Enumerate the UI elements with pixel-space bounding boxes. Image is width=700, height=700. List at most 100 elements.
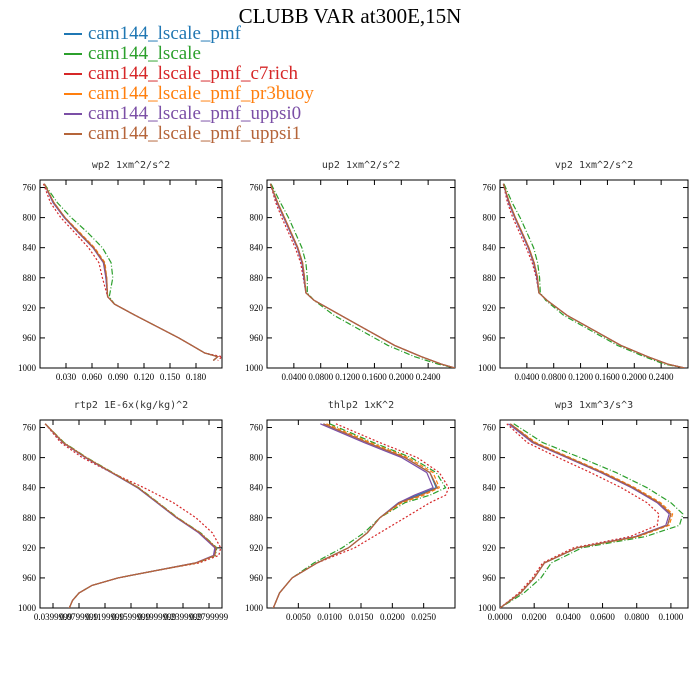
x-tick-label: 0.0400 — [556, 612, 581, 622]
x-tick-label: 0.090 — [108, 372, 129, 382]
y-tick-label: 1000 — [478, 603, 497, 613]
y-tick-label: 920 — [23, 543, 37, 553]
x-tick-label: 0.2399999 — [164, 612, 203, 622]
y-tick-label: 880 — [483, 273, 497, 283]
y-tick-label: 920 — [250, 543, 264, 553]
chart-panel: up2 1xm^2/s^2 760 800 840 880 920 960 1000 0.040… — [245, 160, 456, 382]
series-line — [500, 423, 670, 608]
legend-label: cam144_lscale_pmf_c7rich — [88, 63, 298, 84]
y-tick-label: 800 — [23, 213, 37, 223]
chart-panel: vp2 1xm^2/s^2 760 800 840 880 920 960 1000 0.040… — [478, 160, 689, 382]
y-tick-label: 880 — [23, 273, 37, 283]
y-tick-label: 960 — [483, 573, 497, 583]
y-tick-label: 840 — [250, 243, 264, 253]
y-tick-label: 800 — [483, 453, 497, 463]
plot-frame — [499, 419, 689, 609]
x-tick-label: 0.0200 — [522, 612, 547, 622]
y-tick-label: 840 — [23, 483, 37, 493]
series-line — [269, 183, 455, 368]
chart-panel: wp2 1xm^2/s^2 760 800 840 880 920 960 1000 0.030… — [18, 160, 223, 382]
y-tick-label: 960 — [23, 573, 37, 583]
plot-frame — [39, 419, 223, 609]
x-tick-label: 0.0800 — [541, 372, 566, 382]
x-tick-label: 0.0400 — [514, 372, 539, 382]
y-tick-label: 760 — [483, 183, 497, 193]
x-tick-label: 0.2799999 — [190, 612, 229, 622]
panel-title: wp3 1xm^3/s^3 — [555, 400, 633, 411]
x-tick-label: 0.0800 — [624, 612, 649, 622]
panel-title: rtp2 1E-6x(kg/kg)^2 — [74, 400, 188, 411]
y-tick-label: 880 — [483, 513, 497, 523]
legend-item: cam144_lscale — [64, 44, 314, 64]
y-tick-label: 800 — [250, 453, 264, 463]
series-line — [269, 183, 455, 368]
x-tick-label: 0.1999999 — [138, 612, 177, 622]
legend-swatch — [64, 113, 82, 115]
y-tick-label: 960 — [250, 333, 264, 343]
y-tick-label: 880 — [23, 513, 37, 523]
y-tick-label: 1000 — [478, 363, 497, 373]
series-line — [44, 423, 222, 608]
series-line — [269, 183, 455, 368]
series-line — [500, 423, 672, 608]
x-tick-label: 0.060 — [82, 372, 103, 382]
panel-title: up2 1xm^2/s^2 — [322, 160, 400, 171]
series-line — [272, 423, 437, 608]
series-line — [43, 183, 219, 361]
series-line — [500, 423, 674, 608]
chart-panel: thlp2 1xK^2 760 800 840 880 920 960 1000 0.0050 0… — [245, 400, 456, 622]
series-line — [500, 423, 672, 608]
series-line — [270, 183, 455, 368]
legend-item: cam144_lscale_pmf — [64, 24, 314, 44]
chart-title: CLUBB VAR at300E,15N — [238, 4, 462, 28]
series-line — [44, 423, 217, 608]
y-tick-label: 1000 — [245, 363, 264, 373]
y-tick-label: 880 — [250, 273, 264, 283]
x-tick-label: 0.1200 — [568, 372, 593, 382]
plot-frame — [499, 179, 689, 369]
y-tick-label: 960 — [250, 573, 264, 583]
series-line — [269, 183, 455, 368]
x-tick-label: 0.180 — [186, 372, 207, 382]
x-tick-label: 0.1000 — [659, 612, 684, 622]
legend-label: cam144_lscale_pmf — [88, 23, 242, 44]
series-line — [44, 423, 217, 608]
y-tick-label: 920 — [483, 543, 497, 553]
y-tick-label: 760 — [23, 423, 37, 433]
series-line — [44, 423, 216, 608]
y-tick-label: 840 — [23, 243, 37, 253]
y-tick-label: 1000 — [18, 603, 37, 613]
legend-swatch — [64, 53, 82, 55]
y-tick-label: 800 — [23, 453, 37, 463]
x-tick-label: 0.0150 — [349, 612, 374, 622]
legend-label: cam144_lscale — [88, 43, 201, 64]
series-line — [272, 423, 434, 608]
y-tick-label: 920 — [250, 303, 264, 313]
series-line — [42, 183, 222, 361]
y-tick-label: 920 — [483, 303, 497, 313]
series-line — [272, 423, 441, 608]
x-tick-label: 0.2400 — [649, 372, 674, 382]
legend-swatch — [64, 73, 82, 75]
series-line — [502, 183, 685, 368]
legend-item: cam144_lscale_pmf_uppsi1 — [64, 124, 314, 144]
x-tick-label: 0.120 — [134, 372, 155, 382]
series-line — [43, 183, 219, 361]
x-tick-label: 0.150 — [160, 372, 181, 382]
y-tick-label: 880 — [250, 513, 264, 523]
series-line — [272, 423, 447, 608]
y-tick-label: 760 — [250, 423, 264, 433]
plot-frame — [266, 179, 456, 369]
legend-label: cam144_lscale_pmf_pr3buoy — [88, 83, 314, 104]
x-tick-label: 0.0100 — [317, 612, 342, 622]
y-tick-label: 800 — [250, 213, 264, 223]
series-line — [269, 183, 455, 368]
series-line — [43, 183, 219, 361]
series-line — [43, 183, 219, 361]
x-tick-label: 0.0399999 — [34, 612, 73, 622]
series-line — [500, 423, 660, 608]
series-line — [272, 423, 450, 608]
y-tick-label: 960 — [23, 333, 37, 343]
panel-title: thlp2 1xK^2 — [328, 400, 394, 411]
x-tick-label: 0.2000 — [622, 372, 647, 382]
